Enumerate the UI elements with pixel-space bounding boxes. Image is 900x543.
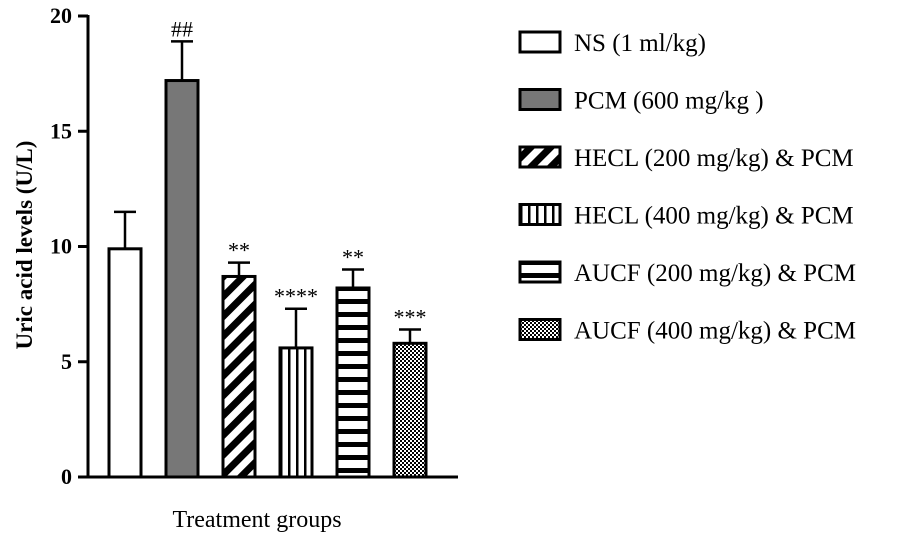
legend-swatch [518,260,562,284]
bar-4 [278,346,314,479]
bars: ##*********** [107,16,428,479]
significance-label: **** [274,284,318,309]
legend-label: HECL (400 mg/kg) & PCM [574,203,854,230]
bar-5 [335,286,371,479]
legend-label: HECL (200 mg/kg) & PCM [574,145,854,172]
legend-label: PCM (600 mg/kg ) [574,88,764,115]
bar-6 [392,341,428,479]
legend-label: NS (1 ml/kg) [574,30,706,57]
axes: 0 5 10 15 20 [50,3,458,489]
significance-label: ** [342,245,364,270]
bar-3 [221,274,257,479]
significance-label: *** [394,304,427,329]
y-tick-label: 15 [50,118,72,143]
significance-label: ** [228,238,250,263]
legend-swatch [518,30,562,54]
legend-label: AUCF (400 mg/kg) & PCM [574,318,856,345]
significance-label: ## [171,16,193,41]
y-tick-label: 0 [61,464,72,489]
bar-1 [107,247,143,479]
y-tick-label: 20 [50,3,72,28]
legend-swatch [518,318,562,341]
bar-2 [164,79,200,479]
y-tick-label: 10 [50,234,72,259]
y-tick-label: 5 [61,349,72,374]
legend: NS (1 ml/kg) PCM (600 mg/kg ) HECL (200 mg… [518,30,856,345]
x-axis-label: Treatment groups [172,507,341,533]
legend-swatch [518,88,562,111]
y-axis-label: Uric acid levels (U/L) [12,141,37,350]
legend-label: AUCF (200 mg/kg) & PCM [574,260,856,287]
legend-swatch [518,145,562,169]
legend-swatch [518,203,562,226]
